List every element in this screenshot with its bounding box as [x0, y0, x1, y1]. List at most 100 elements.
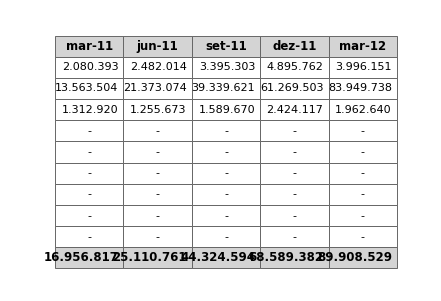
Bar: [55, 141, 123, 163]
Bar: [55, 163, 123, 184]
Text: -: -: [87, 126, 91, 136]
Text: -: -: [292, 168, 296, 178]
Bar: [123, 141, 192, 163]
Bar: [55, 78, 123, 99]
Text: -: -: [156, 189, 160, 200]
Text: 2.424.117: 2.424.117: [266, 104, 323, 115]
Bar: [55, 226, 123, 247]
Bar: [260, 141, 329, 163]
Bar: [260, 78, 329, 99]
Text: 68.589.382: 68.589.382: [248, 251, 323, 264]
Bar: [329, 99, 397, 120]
Text: 1.589.670: 1.589.670: [198, 104, 255, 115]
Bar: [192, 120, 260, 141]
Bar: [123, 120, 192, 141]
Text: -: -: [87, 168, 91, 178]
Text: -: -: [361, 232, 365, 242]
Text: -: -: [361, 189, 365, 200]
Text: jun-11: jun-11: [137, 40, 179, 53]
Bar: [123, 226, 192, 247]
Bar: [192, 247, 260, 268]
Bar: [55, 57, 123, 78]
Text: -: -: [156, 232, 160, 242]
Bar: [260, 184, 329, 205]
Bar: [55, 247, 123, 268]
Text: -: -: [87, 189, 91, 200]
Text: -: -: [87, 147, 91, 157]
Text: -: -: [361, 126, 365, 136]
Text: -: -: [87, 232, 91, 242]
Text: 1.312.920: 1.312.920: [62, 104, 118, 115]
Bar: [55, 36, 123, 57]
Text: 1.255.673: 1.255.673: [130, 104, 187, 115]
Text: 13.563.504: 13.563.504: [55, 83, 118, 93]
Bar: [260, 226, 329, 247]
Text: mar-11: mar-11: [66, 40, 113, 53]
Bar: [192, 78, 260, 99]
Text: 3.395.303: 3.395.303: [199, 62, 255, 72]
Bar: [55, 120, 123, 141]
Bar: [260, 36, 329, 57]
Text: -: -: [292, 232, 296, 242]
Text: -: -: [156, 211, 160, 221]
Text: -: -: [156, 147, 160, 157]
Bar: [123, 57, 192, 78]
Bar: [329, 36, 397, 57]
Bar: [260, 99, 329, 120]
Bar: [123, 163, 192, 184]
Bar: [192, 226, 260, 247]
Text: 1.962.640: 1.962.640: [335, 104, 392, 115]
Bar: [329, 78, 397, 99]
Bar: [260, 57, 329, 78]
Bar: [329, 184, 397, 205]
Bar: [123, 247, 192, 268]
Bar: [192, 205, 260, 226]
Text: -: -: [292, 126, 296, 136]
Text: mar-12: mar-12: [339, 40, 386, 53]
Text: set-11: set-11: [205, 40, 247, 53]
Text: -: -: [292, 147, 296, 157]
Bar: [123, 78, 192, 99]
Bar: [329, 205, 397, 226]
Text: 44.324.594: 44.324.594: [180, 251, 255, 264]
Text: -: -: [361, 168, 365, 178]
Text: -: -: [224, 211, 228, 221]
Bar: [329, 163, 397, 184]
Bar: [123, 205, 192, 226]
Text: 39.339.621: 39.339.621: [191, 83, 255, 93]
Bar: [329, 120, 397, 141]
Bar: [123, 99, 192, 120]
Text: -: -: [156, 126, 160, 136]
Text: -: -: [224, 168, 228, 178]
Bar: [260, 120, 329, 141]
Bar: [329, 57, 397, 78]
Text: 2.482.014: 2.482.014: [130, 62, 187, 72]
Text: 83.949.738: 83.949.738: [328, 83, 392, 93]
Text: 16.956.817: 16.956.817: [44, 251, 118, 264]
Bar: [329, 141, 397, 163]
Text: 89.908.529: 89.908.529: [317, 251, 392, 264]
Text: 2.080.393: 2.080.393: [62, 62, 118, 72]
Bar: [123, 184, 192, 205]
Text: 21.373.074: 21.373.074: [123, 83, 187, 93]
Bar: [55, 184, 123, 205]
Text: -: -: [224, 126, 228, 136]
Text: -: -: [361, 147, 365, 157]
Bar: [329, 247, 397, 268]
Bar: [329, 226, 397, 247]
Text: -: -: [224, 232, 228, 242]
Bar: [192, 141, 260, 163]
Text: dez-11: dez-11: [272, 40, 317, 53]
Text: 25.110.761: 25.110.761: [112, 251, 187, 264]
Text: -: -: [87, 211, 91, 221]
Text: -: -: [156, 168, 160, 178]
Bar: [260, 247, 329, 268]
Text: 3.996.151: 3.996.151: [335, 62, 392, 72]
Text: -: -: [292, 211, 296, 221]
Text: 61.269.503: 61.269.503: [260, 83, 323, 93]
Text: 4.895.762: 4.895.762: [266, 62, 323, 72]
Bar: [260, 163, 329, 184]
Text: -: -: [361, 211, 365, 221]
Text: -: -: [224, 189, 228, 200]
Bar: [192, 99, 260, 120]
